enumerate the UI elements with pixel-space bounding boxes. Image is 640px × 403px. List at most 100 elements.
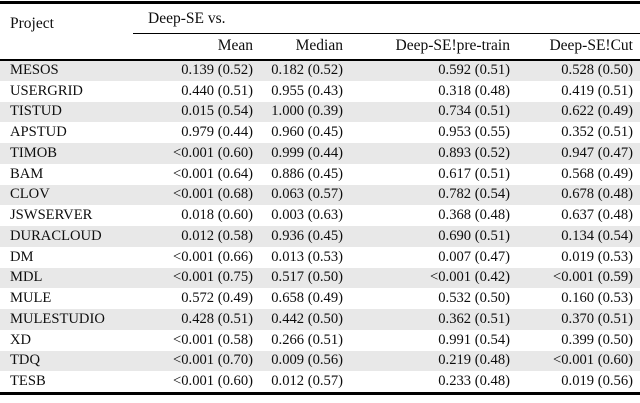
project-cell: TESB	[10, 373, 46, 390]
table-row: MULESTUDIO 0.428 (0.51) 0.442 (0.50) 0.3…	[0, 309, 640, 330]
value-cell: 0.233 (0.48)	[438, 373, 510, 390]
value-cell: 0.782 (0.54)	[438, 186, 510, 203]
table-row: APSTUD 0.979 (0.44) 0.960 (0.45) 0.953 (…	[0, 122, 640, 143]
results-table: Project Deep-SE vs. Mean Median Deep-SE!…	[0, 4, 640, 392]
value-cell: 0.617 (0.51)	[438, 165, 510, 182]
value-cell: 0.370 (0.51)	[561, 310, 633, 327]
table-row: MESOS 0.139 (0.52) 0.182 (0.52) 0.592 (0…	[0, 60, 640, 81]
value-cell: 0.886 (0.45)	[271, 165, 343, 182]
value-cell: 0.734 (0.51)	[438, 103, 510, 120]
value-cell: 0.528 (0.50)	[561, 62, 633, 79]
project-cell: MDL	[10, 269, 43, 286]
table-row: CLOV <0.001 (0.68) 0.063 (0.57) 0.782 (0…	[0, 184, 640, 206]
column-header-cut: Deep-SE!Cut	[517, 33, 640, 61]
table-row: BAM <0.001 (0.64) 0.886 (0.45) 0.617 (0.…	[0, 164, 640, 185]
value-cell: 0.019 (0.53)	[561, 248, 633, 265]
value-cell: 0.947 (0.47)	[561, 144, 633, 161]
project-cell: TISTUD	[10, 103, 62, 120]
table-row: MDL <0.001 (0.75) 0.517 (0.50) <0.001 (0…	[0, 267, 640, 289]
value-cell: 0.003 (0.63)	[271, 207, 343, 224]
value-cell: 0.012 (0.58)	[181, 227, 253, 244]
value-cell: 0.009 (0.56)	[271, 352, 343, 369]
value-cell: 0.219 (0.48)	[438, 352, 510, 369]
value-cell: 0.015 (0.54)	[181, 103, 253, 120]
project-cell: USERGRID	[10, 82, 83, 99]
value-cell: <0.001 (0.75)	[173, 269, 253, 286]
project-cell: XD	[10, 331, 32, 348]
project-cell: APSTUD	[10, 124, 67, 141]
table-row: USERGRID 0.440 (0.51) 0.955 (0.43) 0.318…	[0, 81, 640, 102]
table-row: TDQ <0.001 (0.70) 0.009 (0.56) 0.219 (0.…	[0, 350, 640, 372]
value-cell: 0.979 (0.44)	[181, 124, 253, 141]
project-cell: MULESTUDIO	[10, 310, 105, 327]
value-cell: 0.440 (0.51)	[181, 82, 253, 99]
value-cell: <0.001 (0.59)	[553, 269, 633, 286]
value-cell: 0.007 (0.47)	[438, 248, 510, 265]
value-cell: 0.018 (0.60)	[181, 207, 253, 224]
value-cell: 0.960 (0.45)	[271, 124, 343, 141]
value-cell: 0.399 (0.50)	[561, 331, 633, 348]
table-row: TISTUD 0.015 (0.54) 1.000 (0.39) 0.734 (…	[0, 101, 640, 123]
value-cell: <0.001 (0.60)	[553, 352, 633, 369]
project-cell: TIMOB	[10, 144, 58, 161]
value-cell: 0.368 (0.48)	[438, 207, 510, 224]
value-cell: 0.012 (0.57)	[271, 373, 343, 390]
value-cell: 0.999 (0.44)	[271, 144, 343, 161]
table-row: JSWSERVER 0.018 (0.60) 0.003 (0.63) 0.36…	[0, 205, 640, 226]
value-cell: 0.517 (0.50)	[271, 269, 343, 286]
project-cell: JSWSERVER	[10, 207, 93, 224]
value-cell: 0.318 (0.48)	[438, 82, 510, 99]
table-header: Project Deep-SE vs. Mean Median Deep-SE!…	[0, 4, 640, 61]
value-cell: 0.419 (0.51)	[561, 82, 633, 99]
project-cell: TDQ	[10, 352, 40, 369]
table-row: TIMOB <0.001 (0.60) 0.999 (0.44) 0.893 (…	[0, 143, 640, 164]
value-cell: 0.139 (0.52)	[181, 62, 253, 79]
value-cell: 0.658 (0.49)	[271, 290, 343, 307]
project-cell: BAM	[10, 165, 44, 182]
value-cell: 0.568 (0.49)	[561, 165, 633, 182]
value-cell: 0.019 (0.56)	[561, 373, 633, 390]
column-header-project: Project	[0, 4, 133, 61]
value-cell: <0.001 (0.66)	[173, 248, 253, 265]
value-cell: 0.182 (0.52)	[271, 62, 343, 79]
project-cell: MESOS	[10, 62, 59, 79]
value-cell: 0.362 (0.51)	[438, 310, 510, 327]
column-header-mean: Mean	[133, 33, 260, 61]
value-cell: 0.428 (0.51)	[181, 310, 253, 327]
value-cell: 0.936 (0.45)	[271, 227, 343, 244]
project-cell: DURACLOUD	[10, 227, 102, 244]
value-cell: 0.160 (0.53)	[561, 290, 633, 307]
table-row: MULE 0.572 (0.49) 0.658 (0.49) 0.532 (0.…	[0, 288, 640, 309]
value-cell: 0.637 (0.48)	[561, 207, 633, 224]
value-cell: 0.690 (0.51)	[438, 227, 510, 244]
project-cell: MULE	[10, 290, 52, 307]
value-cell: 0.572 (0.49)	[181, 290, 253, 307]
results-table-frame: Project Deep-SE vs. Mean Median Deep-SE!…	[0, 1, 640, 395]
value-cell: <0.001 (0.60)	[173, 144, 253, 161]
value-cell: <0.001 (0.64)	[173, 165, 253, 182]
value-cell: 1.000 (0.39)	[271, 103, 343, 120]
table-row: DURACLOUD 0.012 (0.58) 0.936 (0.45) 0.69…	[0, 226, 640, 247]
value-cell: 0.678 (0.48)	[561, 186, 633, 203]
value-cell: 0.013 (0.53)	[271, 248, 343, 265]
value-cell: <0.001 (0.42)	[430, 269, 510, 286]
project-cell: CLOV	[10, 186, 50, 203]
column-header-median: Median	[260, 33, 350, 61]
value-cell: 0.622 (0.49)	[561, 103, 633, 120]
table-row: DM <0.001 (0.66) 0.013 (0.53) 0.007 (0.4…	[0, 247, 640, 268]
value-cell: 0.532 (0.50)	[438, 290, 510, 307]
value-cell: 0.953 (0.55)	[438, 124, 510, 141]
group-header-deep-se-vs: Deep-SE vs.	[133, 4, 640, 34]
table-body: MESOS 0.139 (0.52) 0.182 (0.52) 0.592 (0…	[0, 60, 640, 392]
value-cell: 0.893 (0.52)	[438, 144, 510, 161]
value-cell: 0.063 (0.57)	[271, 186, 343, 203]
value-cell: <0.001 (0.70)	[173, 352, 253, 369]
value-cell: <0.001 (0.58)	[173, 331, 253, 348]
value-cell: 0.592 (0.51)	[438, 62, 510, 79]
value-cell: 0.955 (0.43)	[271, 82, 343, 99]
value-cell: <0.001 (0.60)	[173, 373, 253, 390]
value-cell: 0.352 (0.51)	[561, 124, 633, 141]
value-cell: 0.266 (0.51)	[271, 331, 343, 348]
value-cell: 0.134 (0.54)	[561, 227, 633, 244]
